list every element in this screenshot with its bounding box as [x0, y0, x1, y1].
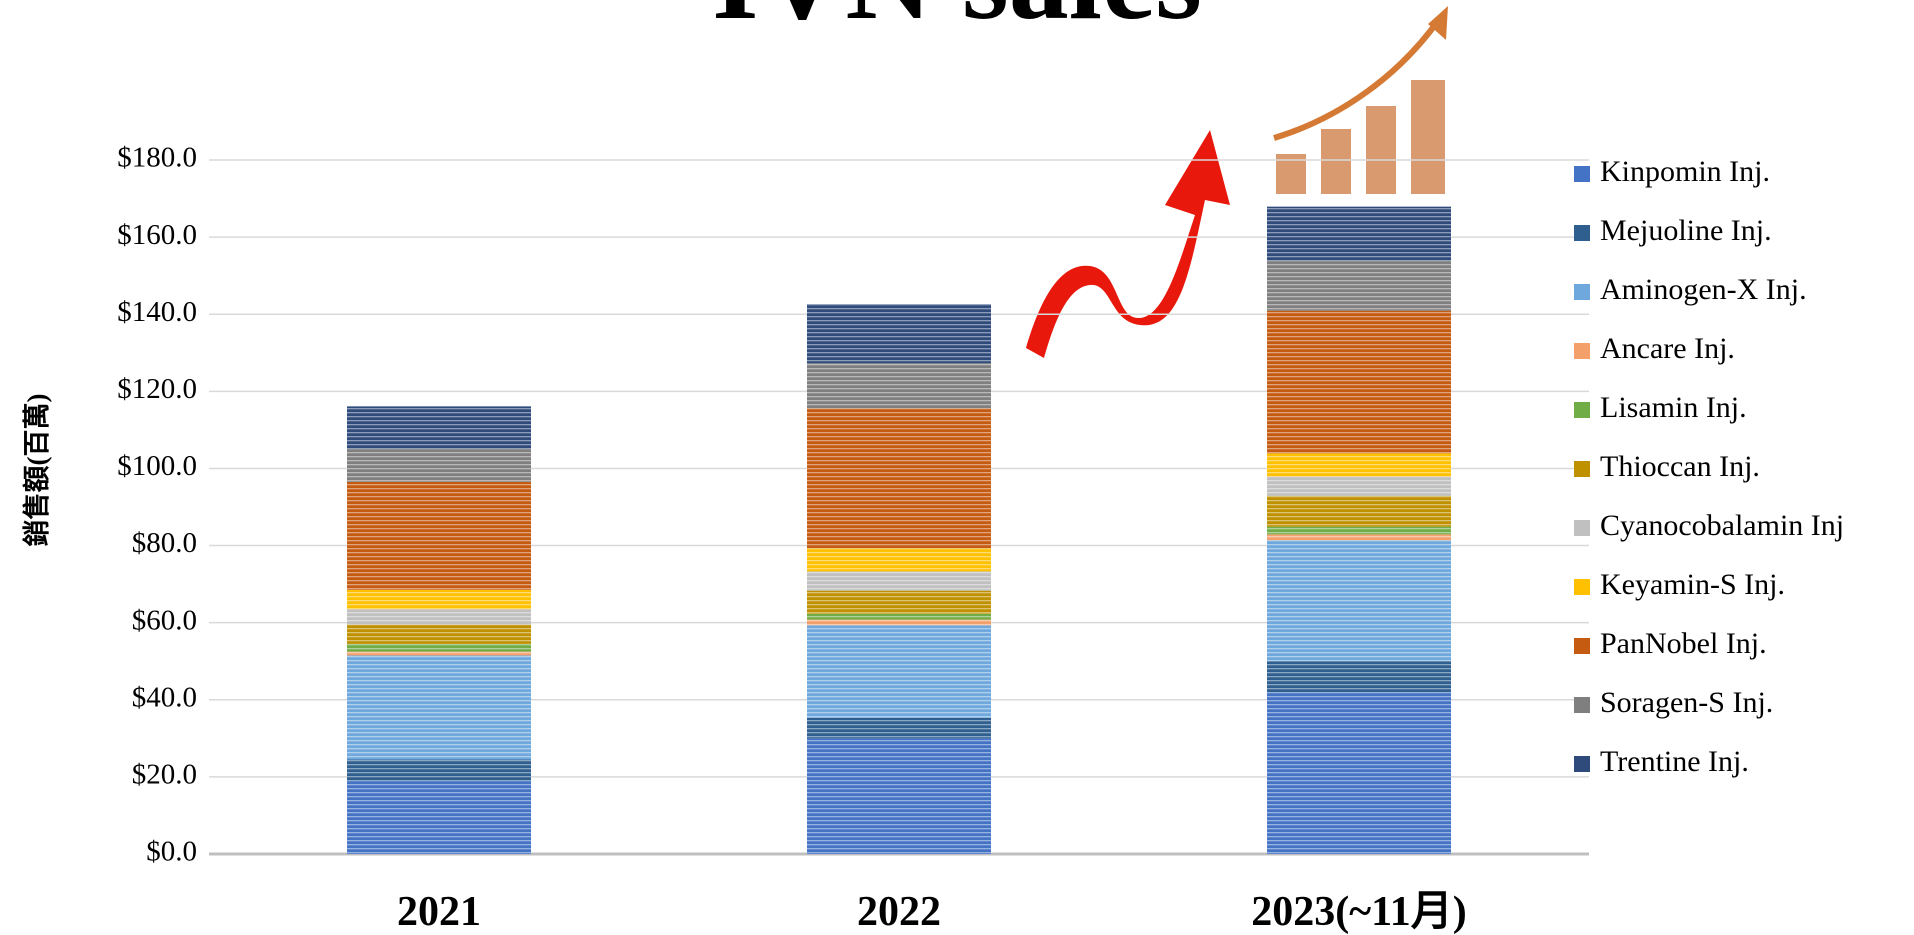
bar-segment-texture: [1267, 692, 1451, 854]
legend-label: Aminogen-X Inj.: [1600, 273, 1807, 306]
bar-segment-texture: [347, 643, 531, 652]
bar-segment-texture: [1267, 540, 1451, 662]
y-tick-label: $80.0: [132, 527, 197, 559]
x-tick-label: 2021: [397, 889, 481, 935]
bar-segment-texture: [807, 590, 991, 614]
y-tick-label: $20.0: [132, 759, 197, 791]
bar-segment-texture: [347, 651, 531, 656]
bar-segment-texture: [347, 655, 531, 760]
decor-trend-arrowhead: [1428, 6, 1448, 40]
y-tick-label: $40.0: [132, 681, 197, 713]
legend-swatch: [1574, 520, 1590, 536]
y-tick-label: $180.0: [117, 142, 197, 174]
bar-segment-texture: [807, 548, 991, 572]
legend-swatch: [1574, 579, 1590, 595]
legend-swatch: [1574, 284, 1590, 300]
bar-segment-texture: [347, 759, 531, 781]
decor-trend-line: [1273, 16, 1443, 141]
bar-segment-texture: [1267, 526, 1451, 535]
decor-growth-icon: [1276, 80, 1445, 194]
bar-segment-texture: [807, 625, 991, 718]
bar-segment-texture: [807, 738, 991, 854]
bar-segment-texture: [347, 448, 531, 482]
bar-segment-texture: [1267, 495, 1451, 527]
legend-swatch: [1574, 402, 1590, 418]
legend-label: Keyamin-S Inj.: [1600, 568, 1785, 601]
y-tick-label: $120.0: [117, 373, 197, 405]
legend-label: Trentine Inj.: [1600, 745, 1749, 778]
legend-label: Soragen-S Inj.: [1600, 686, 1773, 719]
legend-swatch: [1574, 697, 1590, 713]
legend-label: Cyanocobalamin Inj: [1600, 509, 1844, 542]
bar-segment-texture: [807, 304, 991, 364]
bar-segment-texture: [1267, 260, 1451, 311]
bar-segment-texture: [1267, 453, 1451, 477]
bar-segment-texture: [347, 481, 531, 590]
bar-segment-texture: [1267, 206, 1451, 261]
y-tick-label: $0.0: [146, 836, 197, 868]
legend-label: Kinpomin Inj.: [1600, 155, 1770, 188]
x-tick-label: 2023(~11月): [1251, 889, 1467, 935]
bar-segment-texture: [807, 613, 991, 620]
decor-arrow: [1026, 130, 1230, 358]
chart-title: IVN sales: [712, 0, 1202, 44]
bar-segment-texture: [347, 780, 531, 854]
legend-label: Lisamin Inj.: [1600, 391, 1747, 424]
bar-segment-texture: [347, 589, 531, 610]
bar-segment-texture: [347, 624, 531, 644]
legend-label: Thioccan Inj.: [1600, 450, 1760, 483]
bar-segment-texture: [1267, 476, 1451, 496]
bar-segment-texture: [1267, 661, 1451, 693]
bar-segment-texture: [807, 619, 991, 626]
x-tick-label: 2022: [857, 889, 941, 935]
legend-swatch: [1574, 225, 1590, 241]
legend-label: Mejuoline Inj.: [1600, 214, 1772, 247]
y-tick-label: $160.0: [117, 219, 197, 251]
bar-segment-texture: [1267, 310, 1451, 454]
y-tick-label: $140.0: [117, 296, 197, 328]
legend-swatch: [1574, 638, 1590, 654]
bar-segment-texture: [807, 571, 991, 591]
bar-segment-texture: [807, 363, 991, 409]
y-tick-label: $100.0: [117, 450, 197, 482]
legend-label: Ancare Inj.: [1600, 332, 1735, 365]
y-axis-label: 銷售額(百萬): [21, 394, 52, 547]
legend-label: PanNobel Inj.: [1600, 627, 1767, 660]
bar-segment-texture: [807, 408, 991, 549]
bar-segment-texture: [347, 609, 531, 625]
legend-swatch: [1574, 461, 1590, 477]
legend-swatch: [1574, 166, 1590, 182]
bar-segment-texture: [1267, 534, 1451, 541]
bar-segment-texture: [807, 717, 991, 739]
legend-swatch: [1574, 343, 1590, 359]
legend-swatch: [1574, 756, 1590, 772]
y-tick-label: $60.0: [132, 604, 197, 636]
bar-segment-texture: [347, 406, 531, 449]
